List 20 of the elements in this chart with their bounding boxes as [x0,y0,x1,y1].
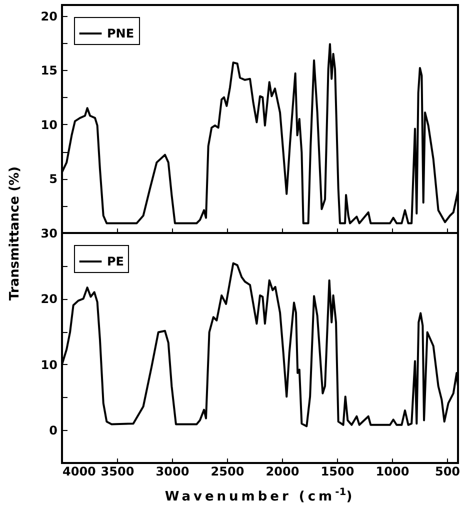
x-tick-label: 1500 [320,464,354,478]
y-tick-label: 20 [40,292,58,306]
x-axis-title: Wavenumber (cm$^{-1}$) [164,487,356,504]
y-tick-label: 10 [40,358,58,372]
x-tick-label: 500 [434,464,460,478]
x-tick-label: 2500 [210,464,244,478]
x-tick-label: 4000 [62,464,96,478]
x-tick-label: 1000 [376,464,410,478]
legend-label: PE [107,254,124,268]
x-tick-label: 3000 [156,464,190,478]
x-tick-label: 2000 [266,464,300,478]
y-tick-label: 5 [49,172,58,186]
y-tick-label: 30 [40,226,58,240]
legend-label: PNE [107,26,134,40]
y-axis-title: Transmittance (%) [8,166,22,301]
y-tick-label: 0 [49,424,58,438]
x-tick-label: 3500 [100,464,134,478]
y-tick-label: 10 [40,118,58,132]
y-tick-label: 15 [40,64,58,78]
y-tick-label: 20 [40,9,58,24]
